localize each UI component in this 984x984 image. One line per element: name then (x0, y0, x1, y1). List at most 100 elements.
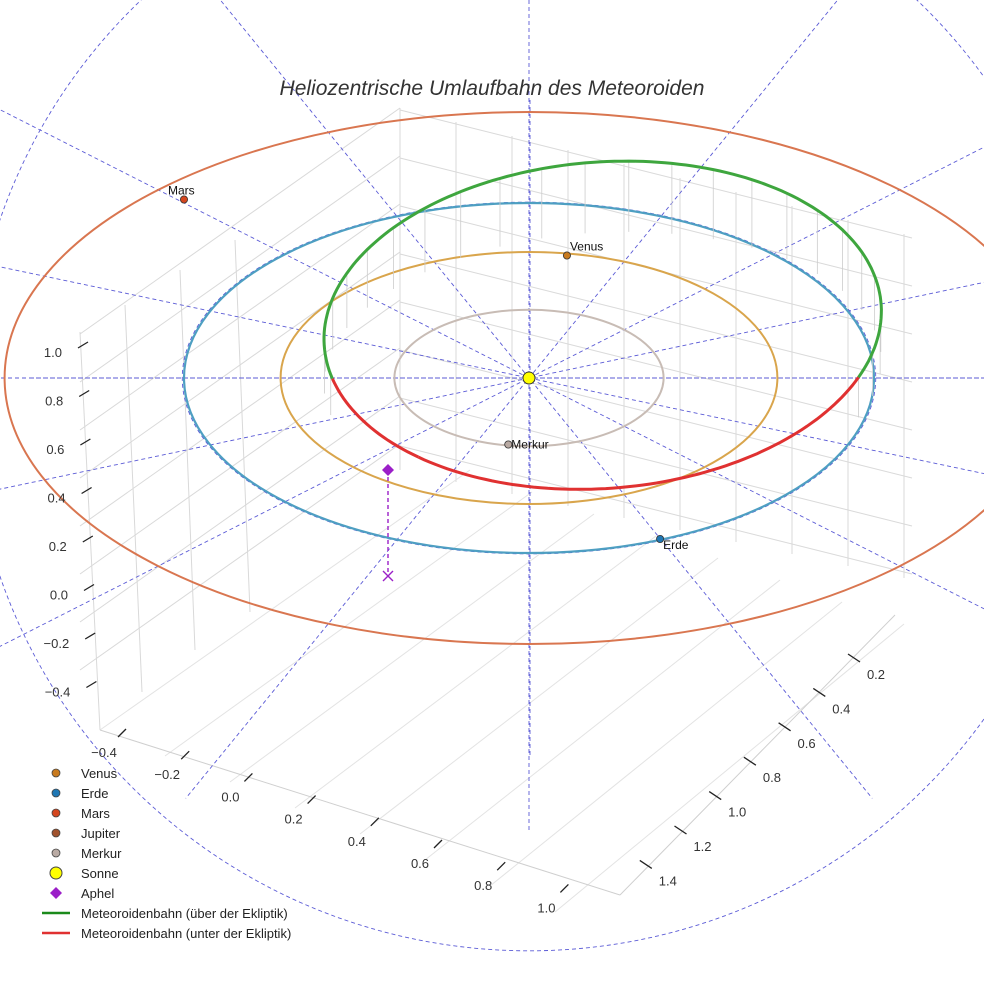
y-tick-label-1: 0.4 (832, 701, 850, 716)
z-tick-mark-3 (81, 486, 92, 495)
legend-label-3: Jupiter (81, 825, 121, 841)
grid-line-floor-a-1 (164, 491, 533, 757)
meteoroid-segment-1 (322, 159, 883, 380)
y-tick-mark-0 (847, 653, 861, 663)
grid-line-floor-a-4 (359, 557, 719, 835)
marker-venus (562, 251, 571, 260)
legend-dot-3 (51, 828, 61, 838)
floor-edge-front (99, 729, 621, 896)
legend-item-8[interactable]: Meteoroidenbahn (unter der Ekliptik) (36, 923, 291, 943)
legend-dot-2 (51, 808, 61, 818)
legend-dot-4 (51, 848, 61, 858)
legend-symbol-8 (42, 931, 70, 935)
y-tick-mark-4 (708, 791, 722, 801)
body-markers: Venus Erde Mars Merkur (168, 184, 689, 582)
x-tick-label-7: 1.0 (537, 900, 555, 915)
x-tick-mark-4 (370, 817, 380, 827)
x-tick-label-3: 0.2 (285, 812, 303, 827)
y-tick-label-2: 0.6 (798, 736, 816, 751)
legend-label-4: Merkur (81, 845, 122, 861)
grid-line-lefth-4 (79, 299, 401, 527)
z-tick-mark-2 (80, 438, 91, 446)
x-tick-mark-6 (496, 861, 506, 871)
label-mars: Mars (168, 184, 195, 198)
legend-label-7: Meteoroidenbahn (über der Ekliptik) (81, 905, 288, 921)
z-tick-label-4: 0.2 (49, 539, 67, 554)
grid-line-floor-a-7 (554, 623, 905, 913)
y-tick-mark-3 (743, 756, 757, 766)
legend-item-5[interactable]: Sonne (36, 863, 291, 883)
grid-line-backh-1 (399, 157, 913, 287)
label-erde: Erde (663, 538, 689, 552)
y-tick-mark-6 (639, 859, 653, 869)
aphel-projection-mark (382, 570, 394, 582)
legend: Venus Erde Mars Jupiter Merkur Sonne Aphel Mete… (36, 763, 291, 943)
x-tick-mark-3 (307, 795, 317, 805)
floor-edge-right (619, 614, 896, 896)
legend-sun-dot (49, 866, 63, 880)
grid-line-floor-a-3 (294, 535, 657, 809)
planet-orbits (3, 111, 984, 645)
z-tick-mark-5 (83, 583, 95, 592)
legend-item-6[interactable]: Aphel (36, 883, 291, 903)
z-tick-mark-0 (77, 341, 89, 349)
orbit-merkur (393, 308, 665, 448)
grid-line-backh-3 (399, 253, 913, 383)
grid-line-lefth-2 (79, 203, 401, 431)
legend-label-5: Sonne (81, 865, 119, 881)
legend-symbol-5 (49, 866, 63, 880)
marker-merkur (504, 440, 513, 449)
y-tick-label-6: 1.4 (659, 873, 677, 888)
legend-item-7[interactable]: Meteoroidenbahn (über der Ekliptik) (36, 903, 291, 923)
legend-label-0: Venus (81, 765, 118, 781)
legend-diamond (50, 887, 62, 899)
legend-dot-0 (51, 768, 61, 778)
marker-sonne (522, 371, 536, 385)
z-tick-label-7: −0.4 (45, 685, 71, 700)
label-merkur: Merkur (511, 438, 548, 452)
meteoroid-segment-2 (331, 378, 420, 459)
y-tick-mark-5 (674, 825, 687, 835)
legend-item-3[interactable]: Jupiter (36, 823, 291, 843)
axis-ticks: 1.0 0.8 0.6 0.4 0.2 0.0 −0.2 −0.4 −0.4 −0.2 0.0 0.2… (44, 341, 885, 915)
y-tick-mark-1 (812, 687, 826, 697)
legend-label-2: Mars (81, 805, 110, 821)
orbit-erde (182, 201, 876, 555)
legend-symbol-3 (51, 828, 61, 838)
legend-item-0[interactable]: Venus (36, 763, 291, 783)
legend-symbol-6 (50, 887, 62, 899)
meteoroid-segment-0 (417, 376, 860, 491)
x-tick-label-0: −0.4 (91, 745, 117, 760)
grid-line-backh-0 (399, 109, 913, 239)
z-tick-mark-1 (78, 389, 90, 398)
grid-line-lefth-1 (79, 155, 401, 383)
chart-title: Heliozentrische Umlaufbahn des Meteoroid… (280, 77, 705, 100)
z-tick-label-6: −0.2 (44, 636, 70, 651)
grid-line-floor-a-0 (99, 469, 471, 731)
x-tick-mark-2 (243, 772, 253, 782)
x-tick-mark-5 (433, 839, 443, 849)
grid-line-floor-a-2 (229, 513, 595, 783)
marker-mars (179, 195, 188, 204)
label-venus: Venus (570, 240, 603, 254)
legend-symbol-1 (51, 788, 61, 798)
legend-item-2[interactable]: Mars (36, 803, 291, 823)
grid-line-left-0 (79, 331, 101, 731)
grid-line-lefth-0 (79, 107, 401, 335)
legend-item-4[interactable]: Merkur (36, 843, 291, 863)
x-tick-label-6: 0.8 (474, 878, 492, 893)
x-tick-label-5: 0.6 (411, 856, 429, 871)
legend-item-1[interactable]: Erde (36, 783, 291, 803)
x-tick-label-2: 0.0 (221, 789, 239, 804)
legend-symbol-0 (51, 768, 61, 778)
z-tick-mark-6 (84, 632, 96, 640)
grid-line-backh-5 (399, 349, 913, 479)
y-tick-mark-2 (778, 722, 791, 732)
grid-line-backh-7 (399, 445, 913, 575)
grid-line-lefth-6 (79, 395, 401, 623)
y-tick-label-4: 1.0 (728, 805, 746, 820)
legend-symbol-4 (51, 848, 61, 858)
y-tick-label-0: 0.2 (867, 667, 885, 682)
z-tick-mark-4 (82, 535, 94, 543)
